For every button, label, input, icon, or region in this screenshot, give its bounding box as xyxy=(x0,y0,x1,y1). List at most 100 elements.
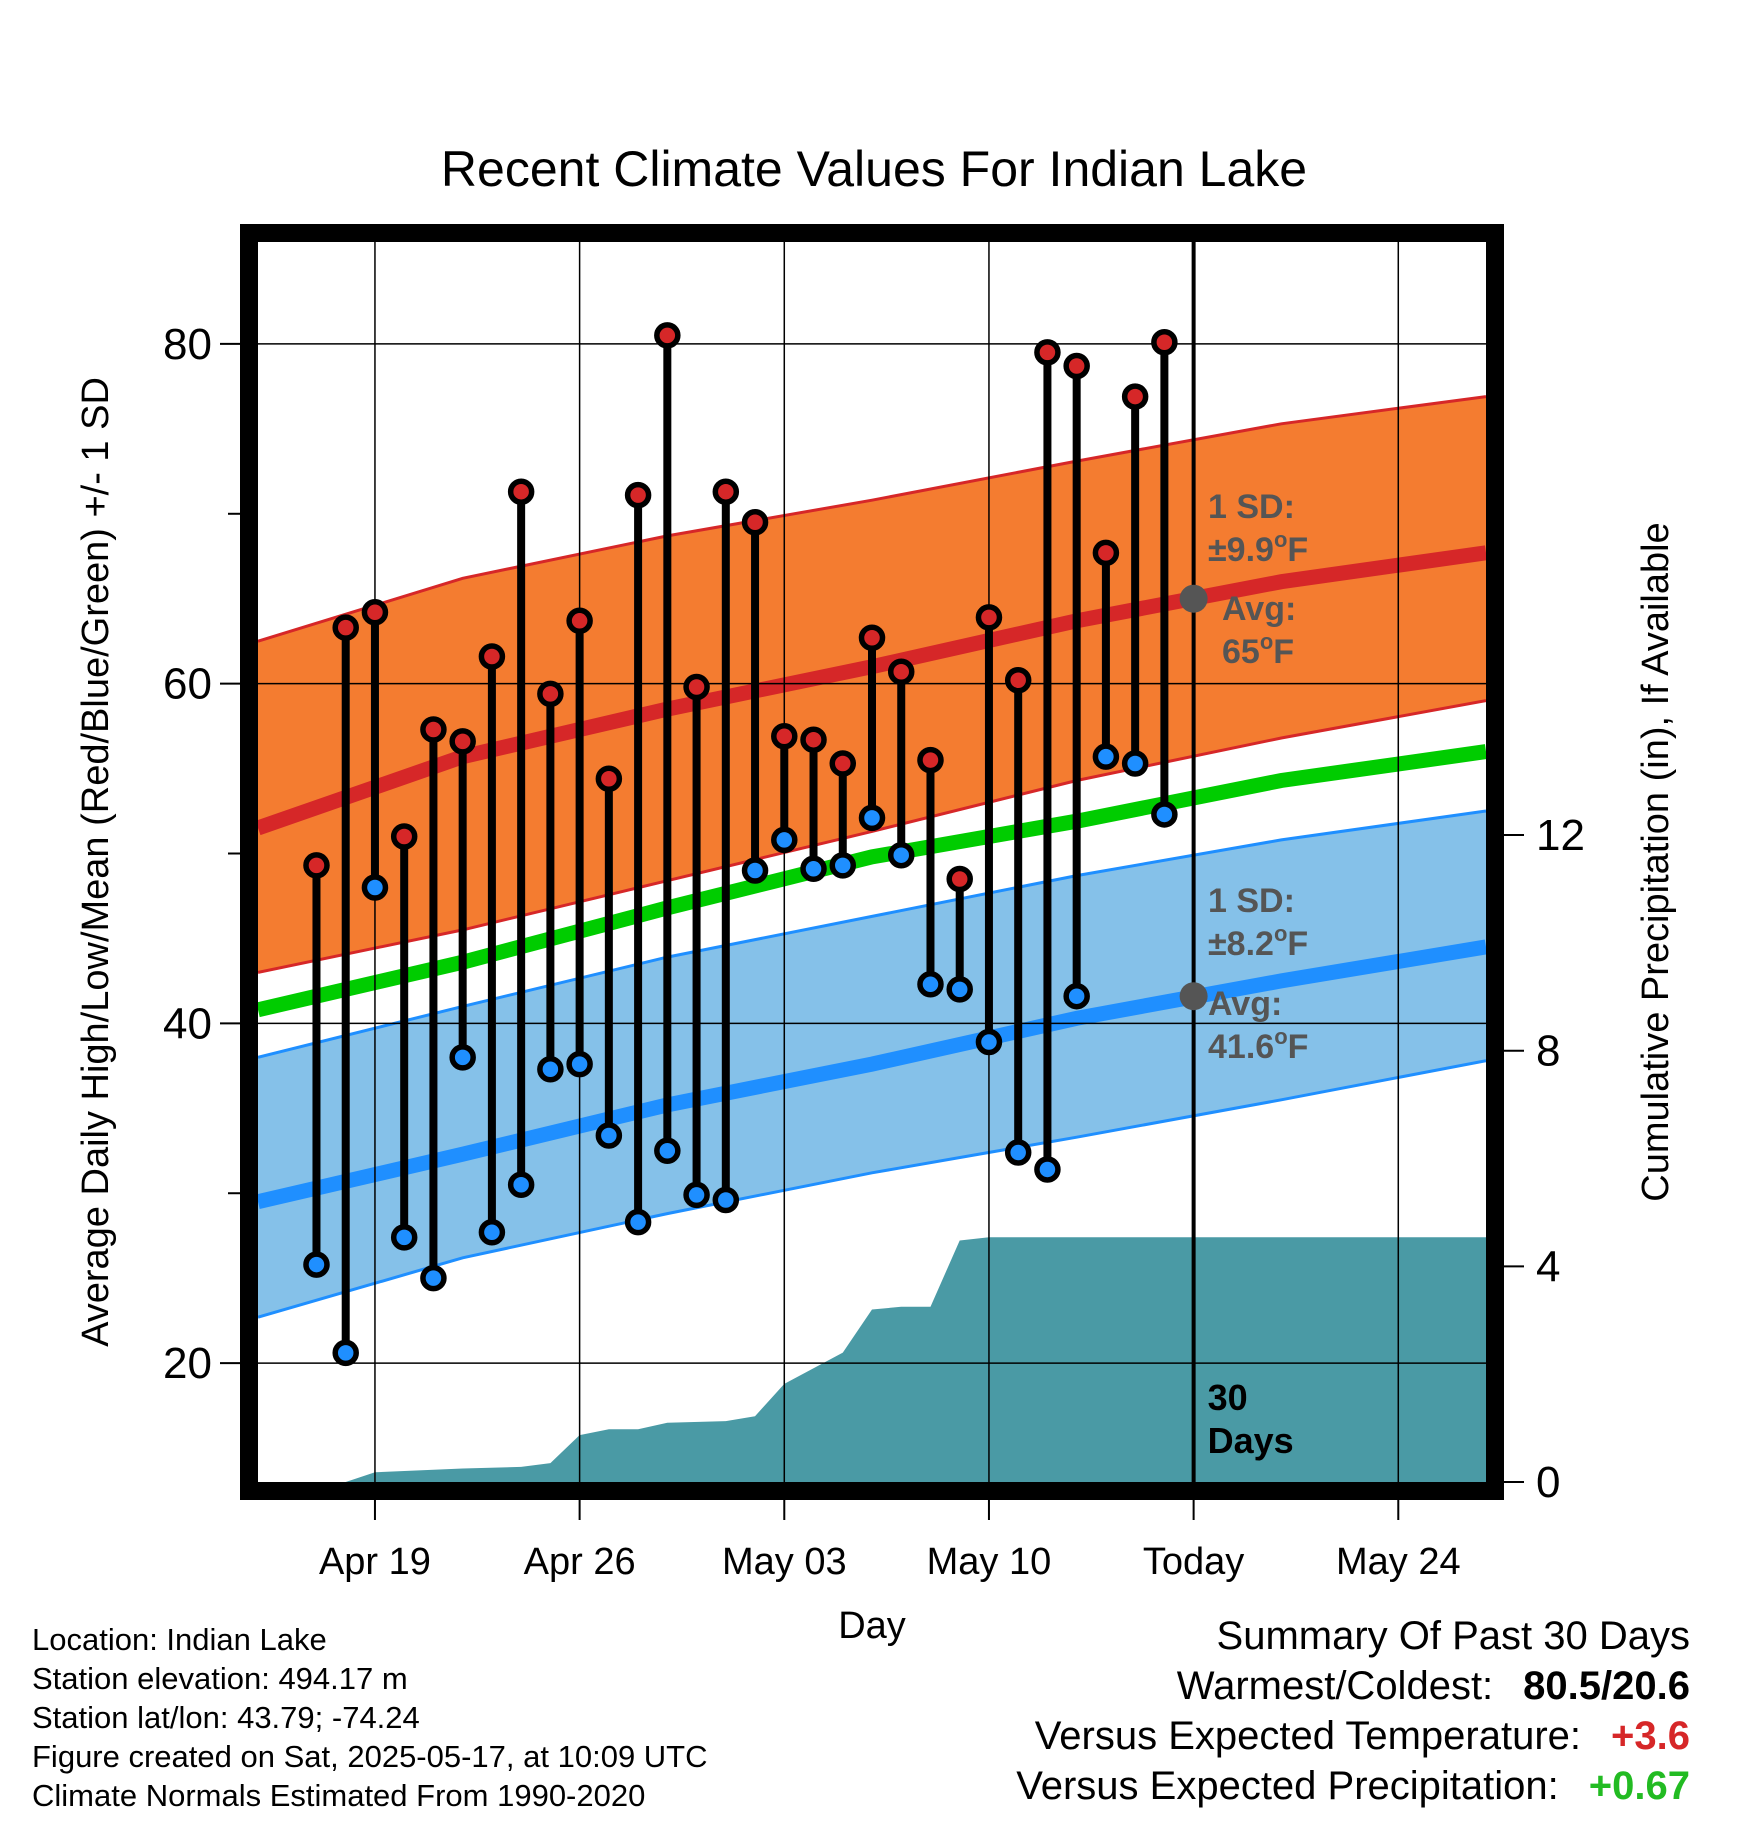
low-temperature-point xyxy=(1092,743,1120,770)
high-temperature-point xyxy=(1092,539,1120,567)
x-axis-label: Day xyxy=(838,1605,906,1647)
high-average-marker xyxy=(1179,584,1208,613)
temp-label: Versus Expected Temperature: xyxy=(1034,1714,1582,1758)
y2-tick-label: 0 xyxy=(1536,1458,1560,1507)
high-temperature-point xyxy=(654,322,681,349)
x-tick-label: May 03 xyxy=(722,1541,847,1583)
low-avg-value: 41.6oF xyxy=(1208,1024,1308,1066)
high-temperature-point xyxy=(624,481,652,509)
high-temperature-point xyxy=(332,614,359,641)
high-temperature-point xyxy=(1121,383,1149,410)
high-temperature-point xyxy=(537,680,564,708)
high-temperature-point xyxy=(712,478,740,505)
high-temperature-point xyxy=(771,723,798,750)
y-tick-label: 60 xyxy=(163,660,212,709)
summary-warmest-row: Warmest/Coldest: 80.5/20.6 xyxy=(1016,1664,1690,1714)
precip-label: Versus Expected Precipitation: xyxy=(1016,1764,1559,1808)
high-temperature-point xyxy=(683,673,710,701)
y2-axis-label: Cumulative Precipitation (in), If Availa… xyxy=(1635,522,1677,1201)
low-temperature-point xyxy=(917,971,944,998)
low-temperature-point xyxy=(946,976,973,1003)
high-avg-label: Avg: xyxy=(1222,590,1296,628)
x-tick-label: May 10 xyxy=(927,1541,1052,1583)
high-temperature-point xyxy=(741,509,769,536)
low-temperature-point xyxy=(303,1251,330,1278)
summary-precip-row: Versus Expected Precipitation: +0.67 xyxy=(1016,1764,1690,1814)
high-temperature-point xyxy=(390,823,418,850)
high-temperature-point xyxy=(1063,352,1090,380)
low-average-marker xyxy=(1179,982,1208,1011)
summary-temp-row: Versus Expected Temperature: +3.6 xyxy=(1016,1714,1690,1764)
low-temperature-point xyxy=(420,1264,447,1292)
high-temperature-point xyxy=(361,599,389,626)
low-temperature-point xyxy=(829,852,857,879)
y2-tick-label: 8 xyxy=(1536,1027,1560,1076)
low-temperature-point xyxy=(712,1186,740,1214)
y-tick-label: 80 xyxy=(163,320,212,369)
low-temperature-point xyxy=(537,1055,564,1083)
high-temperature-point xyxy=(303,852,330,879)
station-info: Location: Indian Lake Station elevation:… xyxy=(32,1620,708,1815)
x-tick-label: May 24 xyxy=(1336,1541,1461,1583)
y-axis-label: Average Daily High/Low/Mean (Red/Blue/Gr… xyxy=(75,377,117,1347)
warmest-value: 80.5/20.6 xyxy=(1523,1664,1690,1708)
low-lower-edge xyxy=(258,1059,1486,1319)
low-temperature-point xyxy=(332,1339,359,1367)
low-temperature-point xyxy=(1034,1156,1061,1183)
low-temperature-point xyxy=(800,855,827,883)
high-sd-value: ±9.9oF xyxy=(1208,527,1308,569)
warmest-label: Warmest/Coldest: xyxy=(1176,1664,1494,1708)
high-temperature-point xyxy=(917,746,944,774)
low-temperature-point xyxy=(478,1219,506,1246)
high-temperature-point xyxy=(858,624,886,652)
high-temperature-point xyxy=(449,728,476,755)
low-temperature-point xyxy=(1121,750,1149,777)
elevation-text: Station elevation: 494.17 m xyxy=(32,1661,408,1696)
high-temperature-point xyxy=(829,750,857,777)
high-temperature-point xyxy=(507,478,535,505)
high-temperature-point xyxy=(420,716,447,743)
summary-heading: Summary Of Past 30 Days xyxy=(1016,1614,1690,1664)
location-text: Location: Indian Lake xyxy=(32,1622,327,1657)
high-upper-edge xyxy=(258,395,1486,643)
x-tick-label: Today xyxy=(1143,1541,1244,1583)
y-tick-label: 40 xyxy=(163,999,212,1048)
high-temperature-point xyxy=(800,726,827,753)
precip-value: +0.67 xyxy=(1588,1764,1690,1808)
low-temperature-point xyxy=(624,1208,652,1236)
high-temperature-point xyxy=(1034,339,1061,366)
y-tick-label: 20 xyxy=(163,1339,212,1388)
created-text: Figure created on Sat, 2025-05-17, at 10… xyxy=(32,1739,708,1774)
low-temperature-point xyxy=(683,1181,710,1209)
low-average-line xyxy=(258,939,1486,1210)
plot-frame xyxy=(240,224,1504,1500)
summary-panel: Summary Of Past 30 Days Warmest/Coldest:… xyxy=(1016,1614,1690,1814)
high-temperature-point xyxy=(1004,666,1032,694)
low-sd-value: ±8.2oF xyxy=(1208,921,1308,963)
low-temperature-point xyxy=(361,874,389,901)
low-temperature-point xyxy=(1004,1139,1032,1166)
precipitation-area xyxy=(316,1237,1486,1482)
low-sd-label: 1 SD: xyxy=(1208,882,1295,920)
chart-title: Recent Climate Values For Indian Lake xyxy=(440,141,1308,197)
low-temperature-point xyxy=(654,1137,681,1165)
high-temperature-point xyxy=(566,607,593,635)
summary-heading-text: Summary Of Past 30 Days xyxy=(1216,1614,1690,1658)
high-temperature-point xyxy=(1151,328,1178,356)
low-temperature-point xyxy=(595,1122,623,1149)
high-temperature-point xyxy=(595,765,623,793)
normals-text: Climate Normals Estimated From 1990-2020 xyxy=(32,1778,646,1813)
low-temperature-point xyxy=(741,857,769,884)
high-sd-label: 1 SD: xyxy=(1208,488,1295,526)
y2-tick-label: 4 xyxy=(1536,1242,1560,1291)
high-temperature-point xyxy=(975,604,1003,631)
low-temperature-point xyxy=(566,1050,593,1078)
days-window-number: 30 xyxy=(1208,1377,1248,1418)
high-temperature-point xyxy=(887,658,915,686)
low-temperature-point xyxy=(771,826,798,854)
high-temperature-point xyxy=(946,865,973,893)
low-avg-label: Avg: xyxy=(1208,985,1282,1023)
low-temperature-point xyxy=(507,1171,535,1198)
low-temperature-point xyxy=(1151,801,1178,828)
